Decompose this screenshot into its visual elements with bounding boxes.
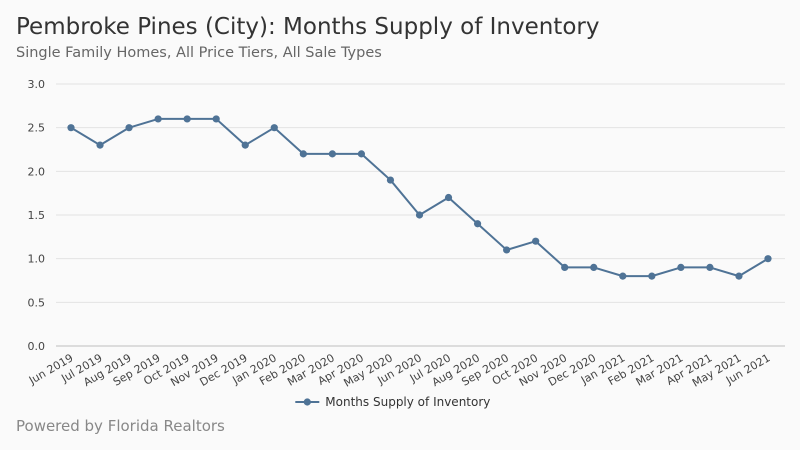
chart-title: Pembroke Pines (City): Months Supply of … (16, 14, 600, 40)
chart-subtitle: Single Family Homes, All Price Tiers, Al… (16, 45, 382, 61)
data-point[interactable] (154, 115, 162, 123)
legend-label[interactable]: Months Supply of Inventory (325, 395, 490, 409)
data-point[interactable] (183, 115, 191, 123)
footer-credit: Powered by Florida Realtors (16, 417, 225, 435)
data-point[interactable] (96, 141, 104, 149)
legend: Months Supply of Inventory (295, 395, 490, 409)
data-point[interactable] (270, 124, 278, 132)
grid-lines (56, 83, 785, 347)
y-tick-label: 0.0 (28, 340, 46, 353)
data-point[interactable] (764, 255, 772, 263)
y-axis-ticks: 0.0 0.5 1.0 1.5 2.0 2.5 3.0 (28, 78, 46, 353)
series-layer (67, 115, 772, 280)
data-point[interactable] (503, 246, 511, 254)
y-tick-label: 0.5 (28, 296, 46, 309)
series-line (70, 117, 769, 278)
data-point[interactable] (532, 237, 540, 245)
data-point[interactable] (299, 150, 307, 158)
data-point[interactable] (415, 211, 424, 219)
data-point[interactable] (677, 263, 685, 271)
y-tick-label: 2.5 (28, 122, 46, 135)
data-point[interactable] (590, 263, 598, 271)
data-point[interactable] (561, 263, 569, 271)
y-tick-label: 1.0 (28, 253, 46, 266)
data-point[interactable] (357, 150, 366, 158)
data-point[interactable] (125, 124, 133, 132)
data-point[interactable] (386, 176, 395, 184)
y-tick-label: 2.0 (28, 165, 46, 178)
data-point[interactable] (619, 272, 627, 280)
legend-swatch-marker (303, 398, 311, 406)
y-tick-label: 1.5 (28, 209, 46, 222)
data-point[interactable] (212, 115, 220, 123)
data-point[interactable] (706, 263, 714, 271)
y-tick-label: 3.0 (28, 78, 46, 91)
data-point[interactable] (648, 272, 656, 280)
data-point[interactable] (241, 141, 249, 149)
data-point[interactable] (444, 193, 453, 202)
data-point[interactable] (67, 124, 75, 132)
data-point[interactable] (328, 150, 336, 158)
data-point[interactable] (473, 220, 482, 228)
data-point[interactable] (735, 272, 743, 280)
